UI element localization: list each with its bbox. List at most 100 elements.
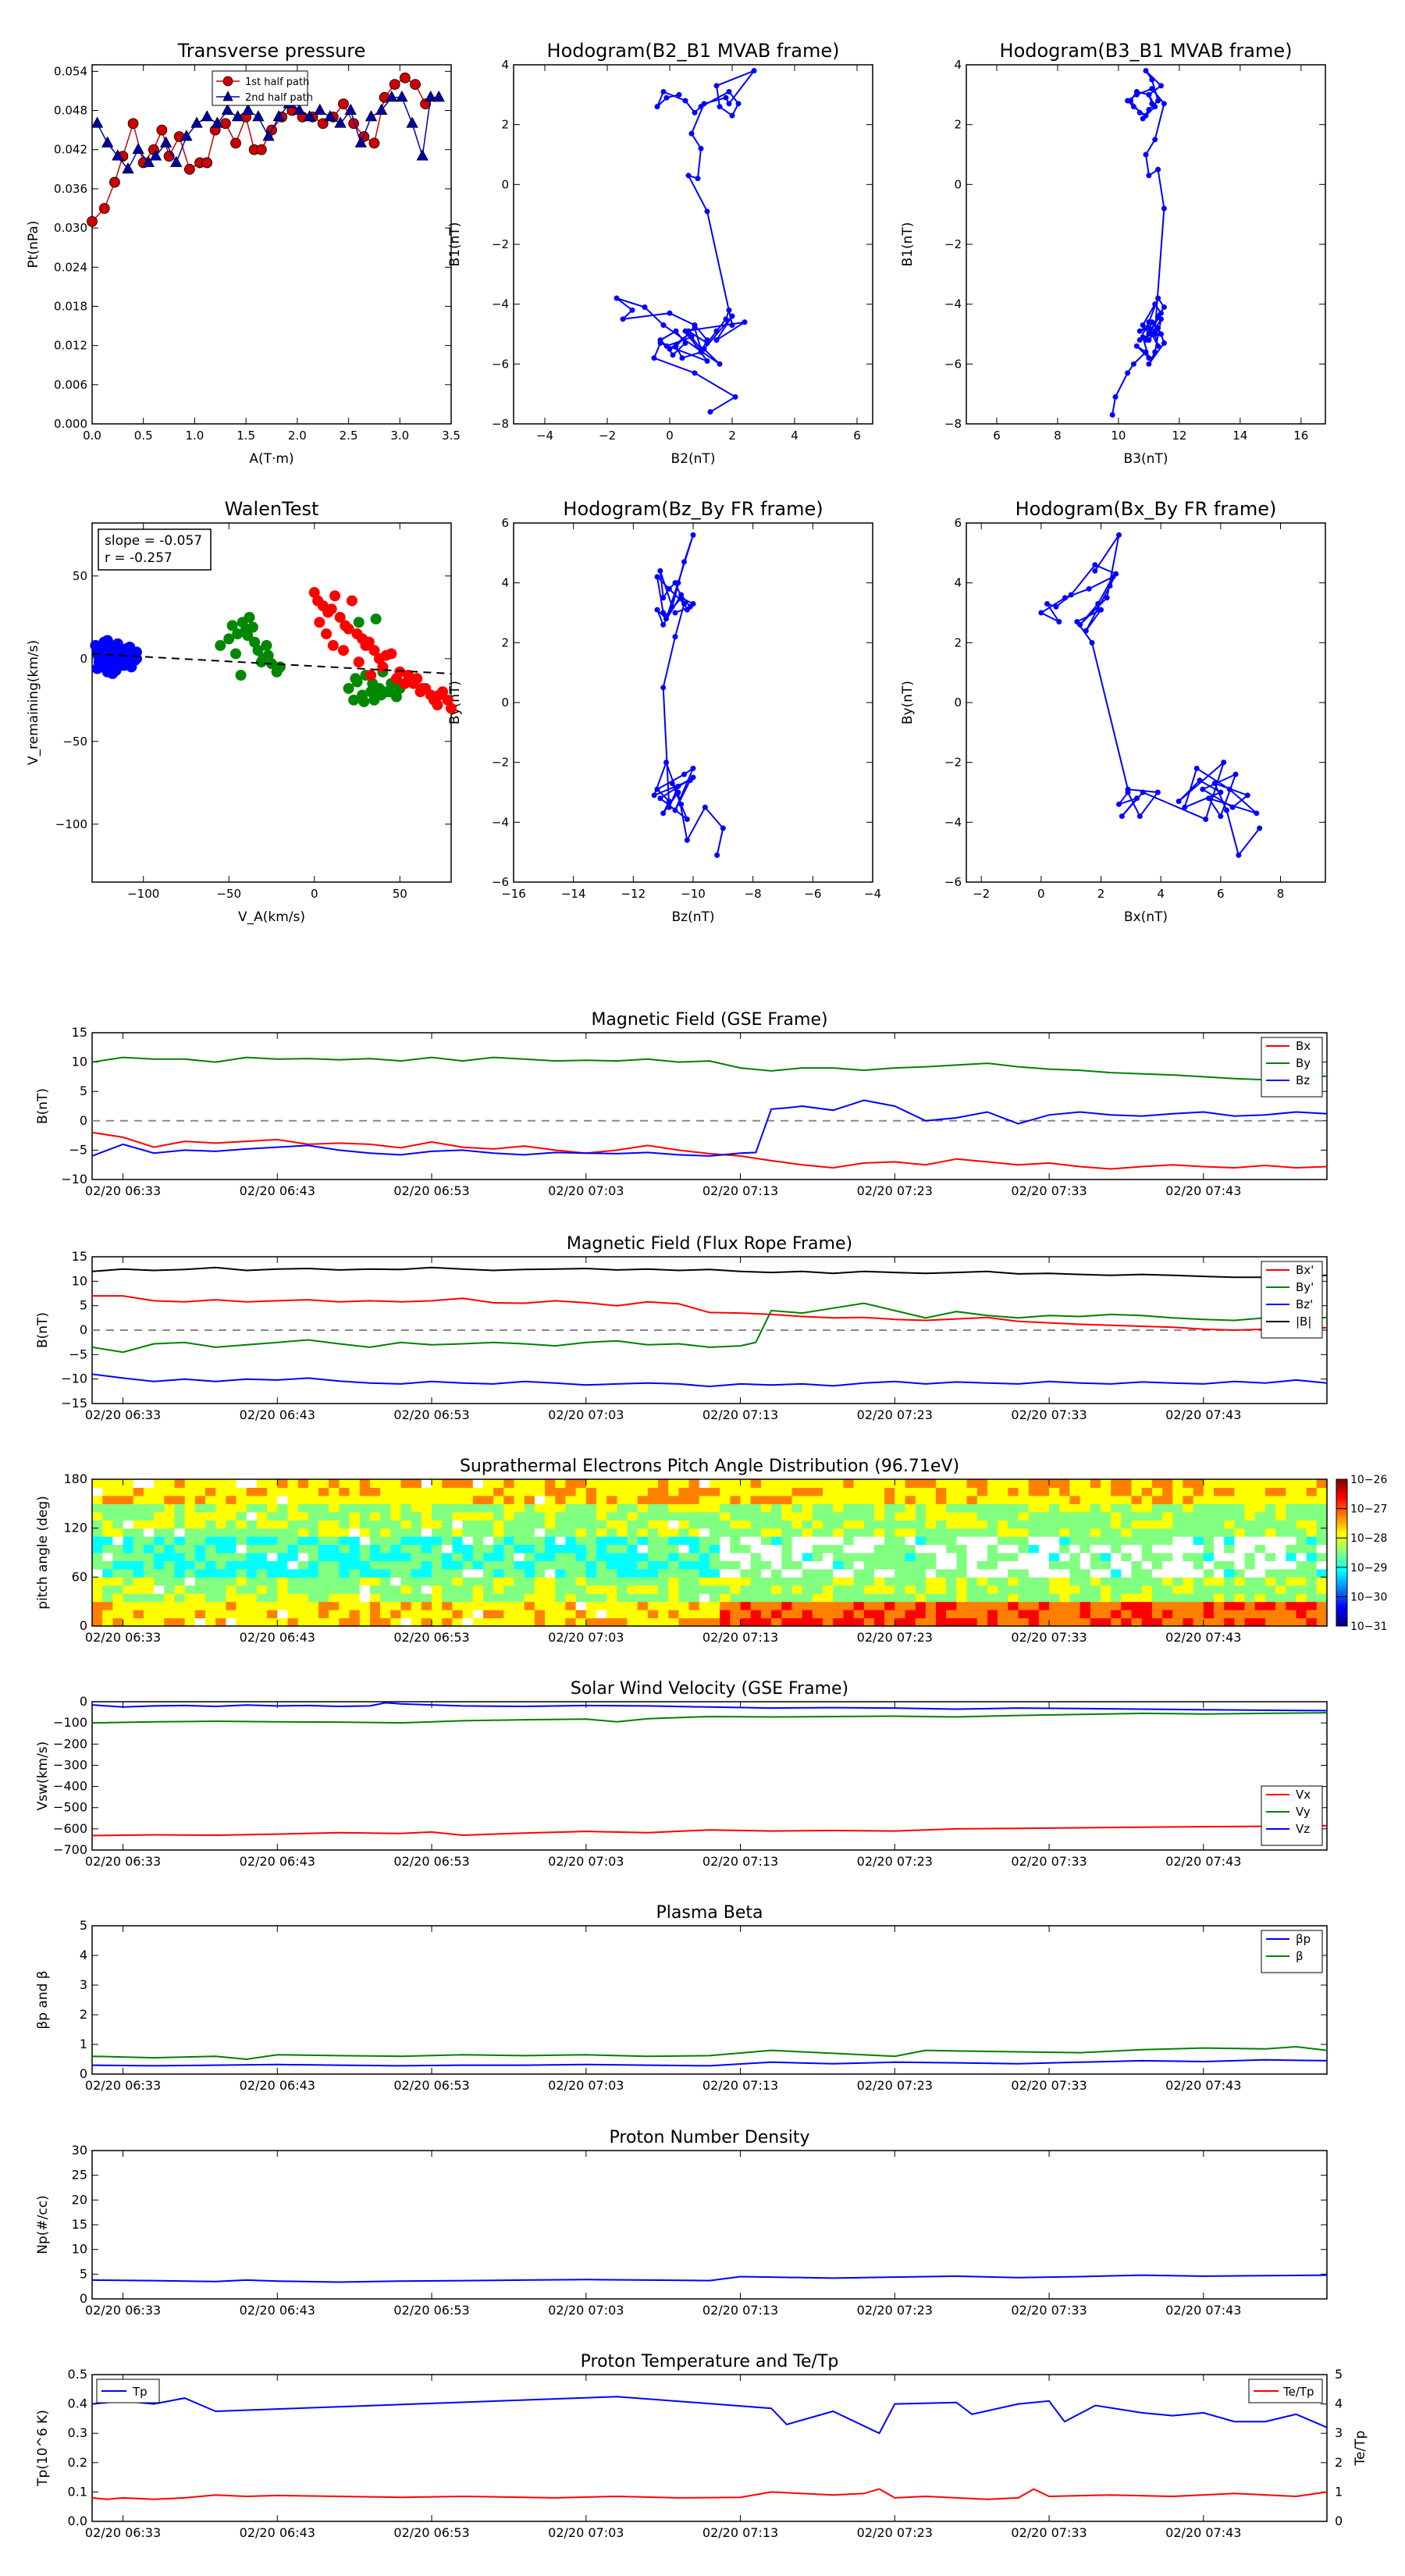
pad-cell xyxy=(236,1560,247,1570)
hodogram-point xyxy=(1149,101,1155,107)
pad-cell xyxy=(194,1511,206,1521)
pad-cell xyxy=(998,1577,1008,1586)
pad-cell xyxy=(400,1528,412,1537)
hodogram-point xyxy=(714,852,720,858)
pad-cell xyxy=(1059,1593,1070,1603)
pad-cell xyxy=(1244,1610,1256,1619)
pad-cell xyxy=(1069,1560,1081,1570)
pad-cell xyxy=(205,1544,216,1553)
pad-cell xyxy=(1018,1479,1030,1488)
pad-cell xyxy=(555,1593,567,1603)
pad-cell xyxy=(998,1593,1008,1603)
pad-cell xyxy=(1254,1601,1266,1610)
series-line-Bz xyxy=(91,1099,1328,1157)
pad-cell xyxy=(1151,1544,1163,1553)
pad-cell xyxy=(678,1568,690,1578)
pad-cell xyxy=(123,1495,134,1504)
pad-cell xyxy=(812,1544,823,1553)
pad-cell xyxy=(946,1503,957,1513)
legend-label: Vy xyxy=(1296,1805,1311,1819)
pad-cell xyxy=(267,1503,278,1513)
pad-cell xyxy=(802,1544,813,1553)
pad-cell xyxy=(534,1503,546,1513)
pad-cell xyxy=(647,1601,659,1610)
pad-cell xyxy=(92,1520,103,1529)
pad-cell xyxy=(194,1520,206,1529)
y-tick-label: −4 xyxy=(492,297,509,311)
pad-cell xyxy=(1101,1544,1112,1553)
pad-cell xyxy=(390,1520,402,1529)
pad-cell xyxy=(1121,1553,1133,1561)
pad-cell xyxy=(555,1577,567,1586)
series-line-Np xyxy=(91,2274,1328,2283)
pad-cell xyxy=(1264,1487,1276,1496)
pad-cell xyxy=(297,1577,309,1586)
pad-cell xyxy=(472,1560,484,1570)
pad-cell xyxy=(123,1601,134,1610)
pad-cell xyxy=(1101,1568,1112,1578)
pad-cell xyxy=(699,1544,710,1553)
pad-cell xyxy=(658,1495,669,1504)
pad-cell xyxy=(297,1601,309,1610)
pad-cell xyxy=(936,1487,947,1496)
pad-cell xyxy=(565,1503,577,1513)
pad-cell xyxy=(534,1585,546,1594)
hodogram-point xyxy=(742,319,748,326)
pad-cell xyxy=(339,1617,350,1627)
pad-cell xyxy=(873,1553,885,1561)
x-tick-label: 02/20 07:13 xyxy=(702,2525,778,2540)
hodogram-point xyxy=(1095,601,1101,607)
pad-cell xyxy=(359,1479,371,1488)
pad-cell xyxy=(194,1544,206,1553)
pad-cell xyxy=(287,1568,299,1578)
pad-cell xyxy=(246,1487,258,1496)
pad-cell xyxy=(1264,1520,1276,1529)
pad-cell xyxy=(297,1495,309,1504)
pad-cell xyxy=(411,1487,422,1496)
pad-cell xyxy=(92,1511,103,1521)
pad-cell xyxy=(432,1601,443,1610)
pad-cell xyxy=(555,1544,567,1553)
pad-cell xyxy=(1101,1511,1112,1521)
pad-cell xyxy=(699,1553,710,1561)
pad-cell xyxy=(102,1536,113,1546)
pad-cell xyxy=(720,1503,731,1513)
pad-cell xyxy=(781,1487,793,1496)
pad-cell xyxy=(287,1560,299,1570)
pad-cell xyxy=(884,1503,895,1513)
hodogram-point xyxy=(1158,316,1164,322)
walen-point xyxy=(242,630,254,642)
pad-cell xyxy=(1018,1617,1030,1627)
pad-cell xyxy=(1049,1617,1060,1627)
hodogram-point xyxy=(713,83,720,89)
pad-cell xyxy=(1172,1585,1184,1594)
pad-cell xyxy=(617,1511,628,1521)
hodogram-point xyxy=(679,355,685,361)
pad-cell xyxy=(781,1610,793,1619)
pad-cell xyxy=(596,1479,607,1488)
pad-cell xyxy=(267,1479,278,1488)
pad-cell xyxy=(123,1560,134,1570)
pad-cell xyxy=(514,1528,525,1537)
pad-cell xyxy=(1049,1511,1060,1521)
pad-cell xyxy=(215,1553,226,1561)
pad-cell xyxy=(730,1528,742,1537)
pad-cell xyxy=(452,1544,464,1553)
pad-cell xyxy=(678,1520,690,1529)
pad-cell xyxy=(102,1593,113,1603)
pt-point-2nd-half xyxy=(334,116,347,128)
pad-cell xyxy=(297,1520,309,1529)
pad-cell xyxy=(925,1610,937,1619)
pad-cell xyxy=(514,1577,525,1586)
pad-cell xyxy=(432,1520,443,1529)
pad-cell xyxy=(1049,1520,1060,1529)
pad-cell xyxy=(442,1553,453,1561)
x-tick-label: 02/20 06:33 xyxy=(85,1407,161,1422)
pad-cell xyxy=(823,1536,834,1546)
x-tick-label: 02/20 07:43 xyxy=(1165,1854,1241,1869)
pad-cell xyxy=(483,1503,494,1513)
pad-cell xyxy=(143,1568,155,1578)
hodogram-point xyxy=(1143,68,1149,74)
pad-cell xyxy=(1203,1601,1215,1610)
y-tick-label: 0.012 xyxy=(54,339,87,353)
